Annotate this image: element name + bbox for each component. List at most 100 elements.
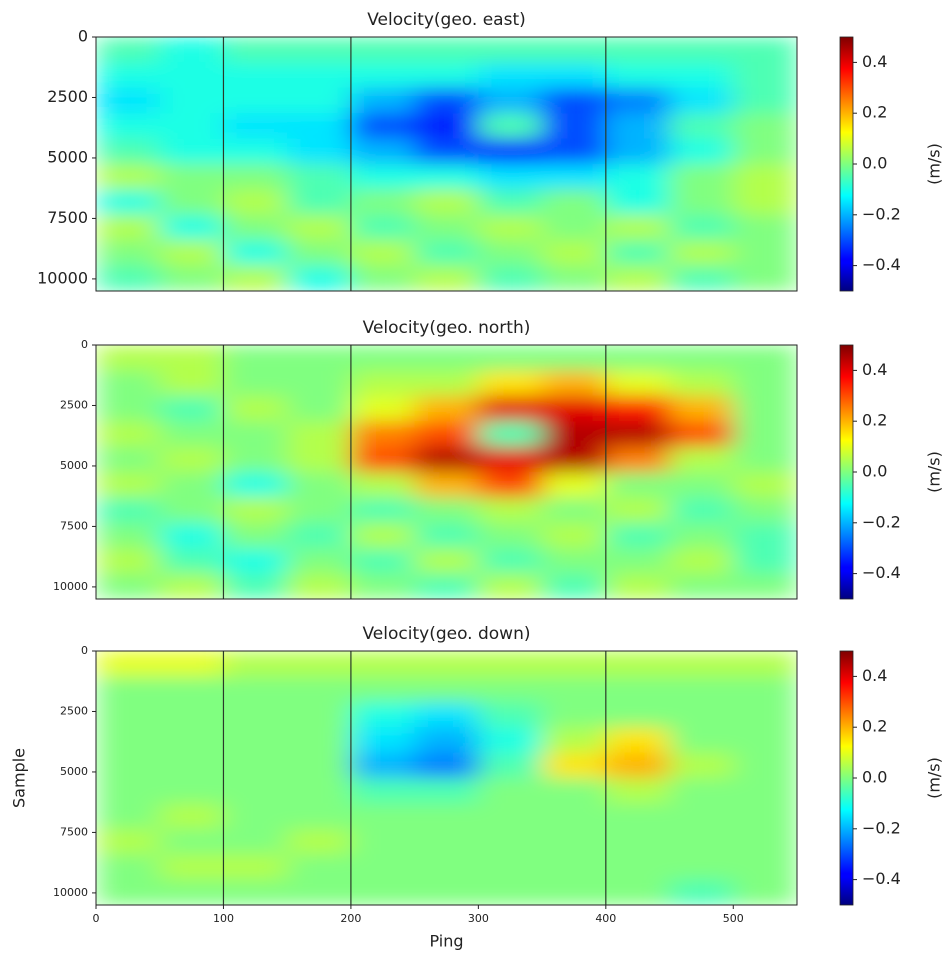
heat-cell <box>542 113 607 140</box>
plot-frame <box>95 36 798 292</box>
x-tick-label: 200 <box>340 912 361 925</box>
heat-cell <box>669 265 734 291</box>
heat-cell <box>478 497 543 524</box>
heat-cell <box>669 701 734 728</box>
heat-cell <box>478 62 543 89</box>
heat-cell <box>287 87 352 114</box>
heat-cell <box>414 421 479 448</box>
heat-cell <box>159 828 224 855</box>
heat-cell <box>542 879 607 905</box>
heat-cell <box>414 395 479 422</box>
heat-cell <box>350 189 416 216</box>
heat-cell <box>414 214 479 241</box>
heat-cell <box>159 701 224 728</box>
heat-cell <box>350 803 416 830</box>
colorbar-label: (m/s) <box>925 451 944 493</box>
heat-cell <box>414 752 479 779</box>
heat-cell <box>159 548 224 575</box>
heat-cell <box>223 676 288 703</box>
heat-cell <box>542 752 607 779</box>
heat-cell <box>159 345 224 371</box>
heat-cell <box>287 62 352 89</box>
heat-cell <box>287 522 352 549</box>
colorbar-tick-label: 0.4 <box>862 666 887 685</box>
heat-cell <box>605 370 671 397</box>
heat-cell <box>414 345 479 371</box>
heat-cell <box>733 87 797 114</box>
heat-cell <box>96 701 161 728</box>
heat-cell <box>414 62 479 89</box>
heat-cell <box>542 164 607 190</box>
heat-cell <box>733 803 797 830</box>
colorbar-tick-label: 0.4 <box>862 52 887 71</box>
heat-cell <box>223 421 288 448</box>
heat-cell <box>223 497 288 524</box>
heat-cell <box>542 395 607 422</box>
heat-cell <box>159 803 224 830</box>
heat-cell <box>159 113 224 140</box>
heat-cell <box>478 573 543 599</box>
heat-cell <box>223 803 288 830</box>
colorbar <box>839 650 854 906</box>
x-tick-label: 0 <box>93 912 100 925</box>
heat-cell <box>287 803 352 830</box>
y-tick-label: 2500 <box>60 704 88 717</box>
heat-cell <box>96 37 161 63</box>
heat-cell <box>223 548 288 575</box>
heat-cell <box>733 497 797 524</box>
heat-cell <box>669 214 734 241</box>
heat-cell <box>96 651 161 677</box>
heat-cell <box>542 548 607 575</box>
heat-cell <box>733 701 797 728</box>
heat-cell <box>159 421 224 448</box>
colorbar <box>839 36 854 292</box>
heat-cell <box>159 854 224 881</box>
colorbar-label: (m/s) <box>925 757 944 799</box>
colorbar <box>839 344 854 600</box>
heat-cell <box>159 370 224 397</box>
colorbar-tick-label: 0.0 <box>862 768 887 787</box>
heat-cell <box>733 138 797 165</box>
heat-cell <box>542 573 607 599</box>
heat-cell <box>223 265 288 291</box>
x-tick-label: 400 <box>595 912 616 925</box>
heat-cell <box>414 446 479 473</box>
heat-cell <box>350 240 416 267</box>
heat-cell <box>733 164 797 190</box>
heat-cell <box>96 828 161 855</box>
heat-cell <box>669 879 734 905</box>
heat-cell <box>287 214 352 241</box>
heat-cell <box>223 522 288 549</box>
colorbar-tick-label: 0.4 <box>862 360 887 379</box>
heat-cell <box>223 446 288 473</box>
heatmap <box>96 651 797 905</box>
heat-cell <box>223 879 288 905</box>
heat-cell <box>287 421 352 448</box>
heat-cell <box>414 778 479 804</box>
heatmap-cells <box>96 37 797 291</box>
heat-cell <box>478 265 543 291</box>
heat-cell <box>159 676 224 703</box>
heat-cell <box>478 879 543 905</box>
heat-cell <box>733 778 797 804</box>
heat-cell <box>414 803 479 830</box>
heat-cell <box>605 651 671 677</box>
heat-cell <box>350 421 416 448</box>
heat-cell <box>159 573 224 599</box>
heat-cell <box>669 522 734 549</box>
heat-cell <box>605 265 671 291</box>
heat-cell <box>542 676 607 703</box>
heat-cell <box>605 87 671 114</box>
heat-cell <box>669 370 734 397</box>
heat-cell <box>669 803 734 830</box>
heat-cell <box>159 497 224 524</box>
heat-cell <box>733 189 797 216</box>
heat-cell <box>733 472 797 498</box>
plot-frame <box>95 650 798 906</box>
colorbar-label: (m/s) <box>925 143 944 185</box>
heatmap-cells <box>96 651 797 905</box>
heat-cell <box>542 37 607 63</box>
heat-cell <box>478 522 543 549</box>
heat-cell <box>605 214 671 241</box>
